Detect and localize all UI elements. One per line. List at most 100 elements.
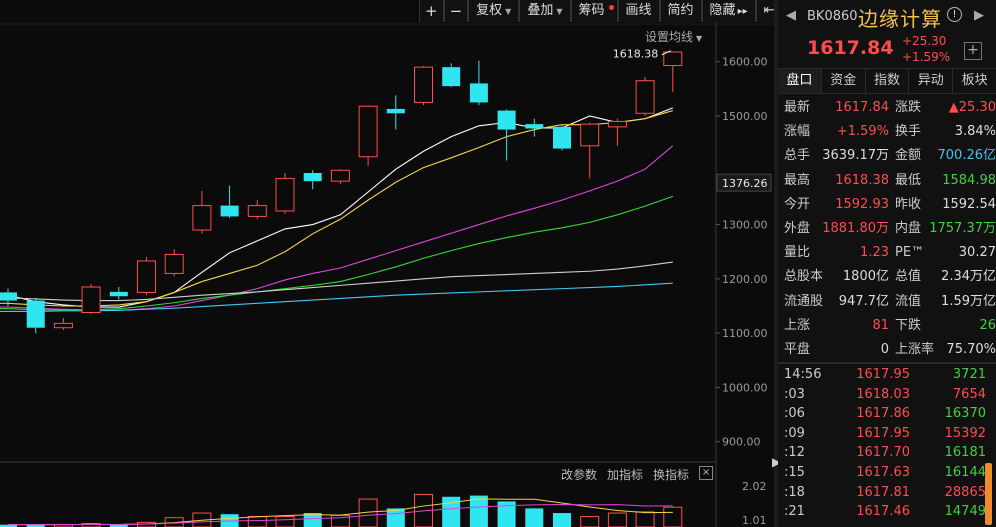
ma-line-1 bbox=[0, 110, 673, 307]
overlay-label: 叠加 bbox=[527, 3, 554, 18]
tick-time: :06 bbox=[784, 406, 805, 422]
tick-volume: 28865 bbox=[944, 484, 986, 500]
hide-button[interactable]: 隐藏 ▸▸ bbox=[701, 0, 756, 22]
zoom-in-button[interactable]: + bbox=[419, 0, 444, 22]
tick-scrollbar[interactable] bbox=[985, 463, 992, 525]
fq-dropdown[interactable]: 复权 ▼ bbox=[468, 0, 520, 22]
info-icon[interactable]: ! bbox=[947, 7, 962, 22]
draw-line-button[interactable]: 画线 bbox=[617, 0, 660, 22]
candle-body-up bbox=[580, 123, 600, 147]
quote-label: 昨收 bbox=[895, 196, 922, 212]
max-price-pointer bbox=[661, 50, 672, 56]
tick-time: 14:56 bbox=[784, 367, 822, 382]
quote-row: 最高 1618.38 最低 1584.98 bbox=[778, 169, 996, 193]
volume-bar-down bbox=[109, 524, 128, 527]
candle-body-up bbox=[164, 253, 184, 274]
volume-toolbar: 改参数 加指标 换指标 × bbox=[561, 466, 714, 483]
quote-grid: 最新 1617.84 涨跌 ▲25.30 涨幅 +1.59% 换手 3.84% 总手 3639.1… bbox=[778, 96, 996, 362]
quote-value: 947.7亿 bbox=[838, 293, 889, 309]
change-value: +25.30 bbox=[902, 34, 947, 48]
candle-body-down bbox=[553, 126, 571, 149]
candle-body-up bbox=[330, 169, 350, 182]
price-tick-label: 1600.00 bbox=[722, 56, 768, 69]
tab-movement[interactable]: 异动 bbox=[909, 69, 954, 93]
quote-row: 总手 3639.17万 金额 700.26亿 bbox=[778, 144, 996, 168]
chip-button[interactable]: 筹码 bbox=[570, 0, 618, 22]
quote-value: 1.23 bbox=[860, 245, 889, 261]
candle-body-down bbox=[442, 67, 461, 87]
panel-splitter[interactable] bbox=[774, 0, 778, 527]
quote-row: 量比 1.23 PE™ 30.27 bbox=[778, 241, 996, 265]
prev-stock-icon[interactable]: ◀ bbox=[786, 8, 796, 23]
quote-value: 700.26亿 bbox=[937, 148, 996, 164]
quote-value: 0 bbox=[880, 341, 889, 357]
tick-row: :03 1618.03 7654 bbox=[778, 385, 996, 405]
tick-list[interactable]: 14:56 1617.95 3721:03 1618.03 7654:06 1617.86… bbox=[778, 365, 996, 522]
tab-funds[interactable]: 资金 bbox=[822, 69, 866, 93]
quote-label: 总股本 bbox=[784, 269, 824, 285]
price-tick-label: 1000.00 bbox=[722, 381, 768, 394]
quote-label: 最新 bbox=[784, 100, 811, 115]
volume-bar-down bbox=[553, 513, 571, 527]
tick-time: :15 bbox=[784, 464, 805, 480]
candle-body-down bbox=[303, 173, 322, 182]
panel-tabs: 盘口 资金 指数 异动 板块 bbox=[778, 69, 996, 94]
tick-row: :09 1617.95 15392 bbox=[778, 424, 996, 444]
next-stock-icon[interactable]: ▶ bbox=[974, 8, 984, 23]
volume-bar-down bbox=[0, 524, 17, 527]
kline-chart-area[interactable]: 1600.00 1500.00 1300.00 1200.00 1100.00 1000.… bbox=[0, 0, 783, 527]
tab-index[interactable]: 指数 bbox=[866, 69, 910, 93]
candle-body-down bbox=[386, 108, 405, 114]
hide-label: 隐藏 bbox=[709, 3, 736, 18]
add-indicator-button[interactable]: 加指标 bbox=[607, 468, 644, 482]
candle-body-up bbox=[414, 66, 433, 103]
candle-body-down bbox=[525, 124, 544, 129]
add-watchlist-button[interactable]: + bbox=[964, 42, 982, 60]
quote-value: 1.59万亿 bbox=[941, 293, 996, 309]
tab-pankou[interactable]: 盘口 bbox=[778, 69, 822, 93]
volume-bar-up bbox=[580, 516, 600, 527]
tick-row: :15 1617.63 16144 bbox=[778, 463, 996, 483]
quote-value: +1.59% bbox=[836, 124, 889, 140]
tick-time: :03 bbox=[784, 386, 805, 402]
quote-label: 流值 bbox=[895, 293, 922, 309]
brief-button[interactable]: 简约 bbox=[659, 0, 702, 22]
overlay-dropdown[interactable]: 叠加 ▼ bbox=[519, 0, 571, 22]
quote-value: 81 bbox=[872, 317, 889, 333]
price-tick-label: 1100.00 bbox=[722, 327, 768, 340]
quote-label: 金额 bbox=[895, 148, 922, 164]
switch-indicator-button[interactable]: 换指标 bbox=[653, 468, 690, 482]
kline-chart[interactable]: 1600.00 1500.00 1300.00 1200.00 1100.00 1000.… bbox=[0, 0, 774, 527]
quote-label: 下跌 bbox=[895, 317, 922, 333]
tick-volume: 15392 bbox=[944, 425, 986, 441]
quote-value: 1757.37万 bbox=[929, 220, 996, 236]
candle-body-up bbox=[137, 260, 156, 293]
volume-bar-down bbox=[303, 513, 322, 527]
ma-setting-dropdown[interactable]: 设置均线 ▼ bbox=[645, 28, 702, 45]
close-icon[interactable]: × bbox=[699, 466, 714, 480]
tab-sector[interactable]: 板块 bbox=[961, 73, 988, 88]
volume-bar-up bbox=[275, 516, 295, 527]
volume-tick-label: 1.01 bbox=[742, 514, 767, 527]
quote-label: 内盘 bbox=[895, 220, 922, 236]
candle-body-up bbox=[192, 205, 212, 231]
cursor-price-label: 1376.26 bbox=[722, 177, 768, 190]
tick-price: 1618.03 bbox=[856, 386, 910, 402]
tick-volume: 16370 bbox=[944, 406, 986, 422]
quote-label: 总值 bbox=[895, 269, 922, 285]
volume-bar-up bbox=[663, 506, 683, 527]
tick-volume: 14749 bbox=[944, 504, 986, 520]
quote-value: 30.27 bbox=[958, 245, 996, 261]
candle-body-down bbox=[469, 83, 488, 103]
double-arrow-right-icon: ▸▸ bbox=[737, 6, 748, 17]
candle-body-up bbox=[663, 51, 683, 67]
candle-body-down bbox=[0, 292, 17, 301]
zoom-out-button[interactable]: − bbox=[443, 0, 469, 22]
notification-dot-icon bbox=[608, 5, 614, 10]
quote-panel: ◀ BK0860 边缘计算 ! ▶ 1617.84 +25.30 +1.59% +… bbox=[778, 0, 996, 527]
quote-row: 今开 1592.93 昨收 1592.54 bbox=[778, 193, 996, 217]
splitter-arrow-icon[interactable]: ▶ bbox=[772, 455, 782, 469]
quote-label: 涨幅 bbox=[784, 124, 811, 140]
quote-value: 1881.80万 bbox=[822, 220, 889, 236]
edit-params-button[interactable]: 改参数 bbox=[561, 468, 598, 482]
